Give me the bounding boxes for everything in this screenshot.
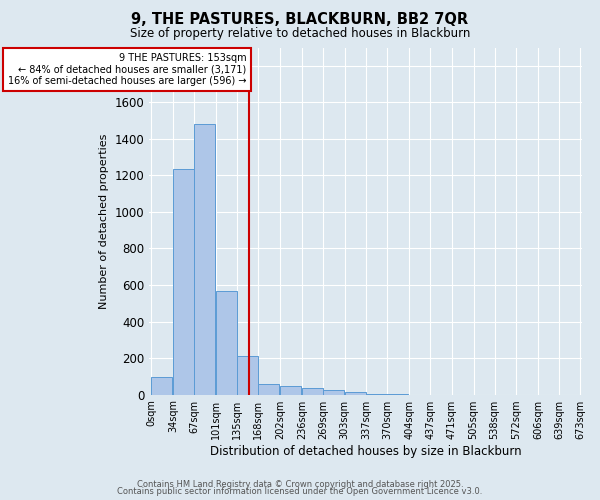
Bar [344, 392, 365, 394]
Bar [151, 377, 172, 394]
Text: 9, THE PASTURES, BLACKBURN, BB2 7QR: 9, THE PASTURES, BLACKBURN, BB2 7QR [131, 12, 469, 28]
Bar [280, 386, 301, 394]
Text: Contains HM Land Registry data © Crown copyright and database right 2025.: Contains HM Land Registry data © Crown c… [137, 480, 463, 489]
Bar [194, 124, 215, 394]
Bar [323, 390, 344, 394]
Bar [259, 384, 280, 394]
Text: 9 THE PASTURES: 153sqm
← 84% of detached houses are smaller (3,171)
16% of semi-: 9 THE PASTURES: 153sqm ← 84% of detached… [8, 53, 246, 86]
Text: Contains public sector information licensed under the Open Government Licence v3: Contains public sector information licen… [118, 487, 482, 496]
Bar [302, 388, 323, 394]
Text: Size of property relative to detached houses in Blackburn: Size of property relative to detached ho… [130, 28, 470, 40]
Bar [173, 169, 194, 394]
Y-axis label: Number of detached properties: Number of detached properties [99, 134, 109, 308]
X-axis label: Distribution of detached houses by size in Blackburn: Distribution of detached houses by size … [210, 444, 521, 458]
Bar [215, 292, 237, 395]
Bar [238, 356, 259, 395]
